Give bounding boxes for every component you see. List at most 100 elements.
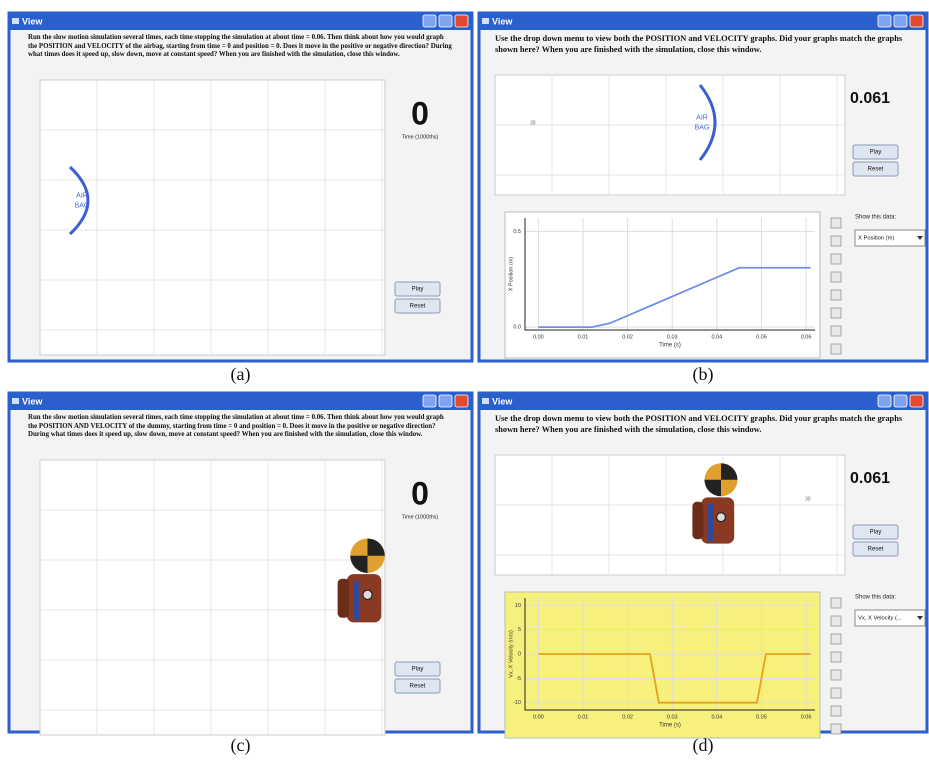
window-title: View <box>22 396 43 406</box>
window-control[interactable] <box>454 14 469 28</box>
x-axis-label: Time (s) <box>659 723 681 729</box>
crash-dummy <box>337 538 385 623</box>
button-label[interactable]: Reset <box>410 684 426 690</box>
instructions: Run the slow motion simulation several t… <box>28 34 452 59</box>
instructions: Use the drop down menu to view both the … <box>495 34 903 54</box>
plot-tool-icon[interactable] <box>830 289 842 301</box>
x-tick-label: 0.03 <box>667 714 678 720</box>
x-tick-label: 0.01 <box>578 334 589 340</box>
dummy-head-mark <box>704 463 738 497</box>
plot-tool-icon[interactable] <box>830 253 842 265</box>
button-label[interactable]: Reset <box>410 304 426 310</box>
title-bar <box>478 12 928 30</box>
figure-caption: (d) <box>693 735 714 756</box>
counter: 0.061 <box>850 90 890 107</box>
y-tick-label: 10 <box>515 603 521 609</box>
instructions-box: Run the slow motion simulation several t… <box>28 34 452 59</box>
title-bar <box>8 392 473 410</box>
plot-tool-icon[interactable] <box>830 235 842 247</box>
plot-tool-icon[interactable] <box>830 217 842 229</box>
window: View Run the slow motion simulation sever… <box>7 11 474 363</box>
dummy-strap <box>353 581 360 621</box>
button[interactable] <box>852 144 899 160</box>
button-label[interactable]: Reset <box>868 167 884 173</box>
window-control[interactable] <box>454 394 469 408</box>
instructions-box: Use the drop down menu to view both the … <box>495 414 903 434</box>
instructions: Use the drop down menu to view both the … <box>495 414 903 434</box>
button-label[interactable]: Play <box>412 667 424 673</box>
x-tick-label: 0.05 <box>756 714 767 720</box>
plot-tool-icon[interactable] <box>830 669 842 681</box>
x-tick-label: 0.00 <box>533 334 544 340</box>
x-tick-label: 0.02 <box>622 334 633 340</box>
dropdown[interactable] <box>854 229 926 247</box>
plot-tool-icon[interactable] <box>830 343 842 355</box>
airbag-label: BAG <box>695 124 710 131</box>
simulation-area <box>494 454 846 576</box>
button[interactable] <box>852 541 899 557</box>
window-control[interactable] <box>877 394 892 408</box>
data-select-label: Show this data: <box>855 215 896 221</box>
window-control[interactable] <box>909 14 924 28</box>
button[interactable] <box>394 281 441 297</box>
title-bar <box>478 392 928 410</box>
window-control[interactable] <box>422 394 437 408</box>
plot-tool-icon[interactable] <box>830 271 842 283</box>
plot-tool-icon[interactable] <box>830 615 842 627</box>
plot-tool-icon[interactable] <box>830 633 842 645</box>
simulation-area <box>39 79 386 356</box>
counter-caption: Time (1000ths) <box>402 514 439 520</box>
instructions-box: Use the drop down menu to view both the … <box>495 34 903 54</box>
button[interactable] <box>852 161 899 177</box>
button[interactable] <box>852 524 899 540</box>
button[interactable] <box>394 661 441 677</box>
simulation-area <box>494 74 846 196</box>
dropdown-value[interactable]: X Position (m) <box>858 236 894 242</box>
window-control[interactable] <box>893 394 908 408</box>
y-tick-label: 5 <box>518 627 521 633</box>
data-line <box>538 653 811 704</box>
plot-tool-icon[interactable] <box>830 307 842 319</box>
window-title: View <box>22 16 43 26</box>
plot-tool-icon[interactable] <box>830 723 842 735</box>
dropdown-value[interactable]: Vx, X Velocity (... <box>858 616 902 622</box>
window-control[interactable] <box>438 394 453 408</box>
data-line <box>538 266 811 329</box>
plot-tool-icon[interactable] <box>830 687 842 699</box>
figure-caption: (c) <box>231 735 251 756</box>
dummy-dial <box>362 589 373 600</box>
counter: 0.061 <box>850 470 890 487</box>
window-control[interactable] <box>422 14 437 28</box>
x-tick-label: 0.04 <box>711 334 722 340</box>
dropdown[interactable] <box>854 609 926 627</box>
airbag-label: AIR <box>76 192 88 199</box>
plot-tool-icon[interactable] <box>830 597 842 609</box>
dropdown-arrow <box>917 616 923 620</box>
instructions-box: Run the slow motion simulation several t… <box>28 414 444 438</box>
button[interactable] <box>394 298 441 314</box>
window-title: View <box>492 396 513 406</box>
position-marker: 30 <box>805 496 811 502</box>
data-select-label: Show this data: <box>855 595 896 601</box>
airbag-label: BAG <box>75 202 90 209</box>
window-control[interactable] <box>909 394 924 408</box>
window-icon <box>482 18 489 24</box>
button-label[interactable]: Reset <box>868 547 884 553</box>
plot-tool-icon[interactable] <box>830 325 842 337</box>
plot-panel <box>504 211 821 359</box>
button[interactable] <box>394 678 441 694</box>
window-control[interactable] <box>877 14 892 28</box>
x-tick-label: 0.06 <box>801 334 812 340</box>
axes <box>524 218 815 331</box>
button-label[interactable]: Play <box>412 287 424 293</box>
window-control[interactable] <box>438 14 453 28</box>
counter: 0 <box>411 475 429 511</box>
window-control[interactable] <box>893 14 908 28</box>
dummy-arm <box>692 501 704 540</box>
plot-tool-icon[interactable] <box>830 705 842 717</box>
button-label[interactable]: Play <box>870 150 882 156</box>
airbag <box>698 84 717 161</box>
plot-tool-icon[interactable] <box>830 651 842 663</box>
button-label[interactable]: Play <box>870 530 882 536</box>
